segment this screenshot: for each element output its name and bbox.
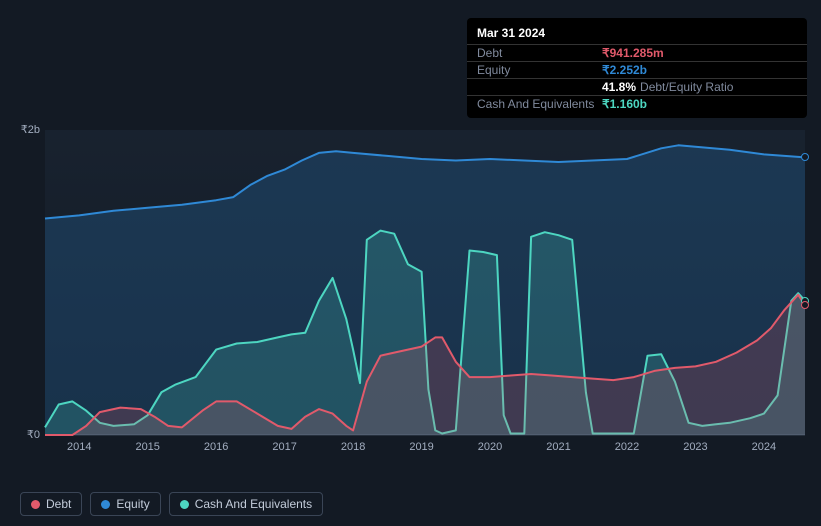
legend-item-cash[interactable]: Cash And Equivalents <box>169 492 323 516</box>
tooltip-label: Equity <box>477 63 602 77</box>
tooltip-label: Debt <box>477 46 602 60</box>
x-axis-tick: 2023 <box>683 441 707 453</box>
x-axis-tick: 2020 <box>478 441 502 453</box>
x-axis-tick: 2015 <box>135 441 159 453</box>
equity-swatch-icon <box>101 500 110 509</box>
x-axis-tick: 2018 <box>341 441 365 453</box>
chart-tooltip: Mar 31 2024 Debt₹941.285mEquity₹2.252b41… <box>467 18 807 118</box>
tooltip-value: ₹1.160b <box>602 97 647 111</box>
debt-marker-icon <box>801 301 809 309</box>
tooltip-row: Equity₹2.252b <box>467 61 807 78</box>
x-axis-tick: 2022 <box>615 441 639 453</box>
tooltip-label: Cash And Equivalents <box>477 97 602 111</box>
cash-swatch-icon <box>180 500 189 509</box>
legend-item-equity[interactable]: Equity <box>90 492 160 516</box>
x-axis-tick: 2017 <box>272 441 296 453</box>
tooltip-date: Mar 31 2024 <box>467 24 807 44</box>
tooltip-value: ₹941.285m <box>602 46 664 60</box>
chart-legend: Debt Equity Cash And Equivalents <box>20 492 323 516</box>
legend-item-debt[interactable]: Debt <box>20 492 82 516</box>
tooltip-label <box>477 80 602 94</box>
x-axis-tick: 2021 <box>546 441 570 453</box>
x-axis-tick: 2019 <box>409 441 433 453</box>
x-axis-tick: 2024 <box>752 441 776 453</box>
tooltip-row: Debt₹941.285m <box>467 44 807 61</box>
tooltip-suffix: Debt/Equity Ratio <box>640 80 733 94</box>
tooltip-row: 41.8%Debt/Equity Ratio <box>467 78 807 95</box>
x-axis-tick: 2014 <box>67 441 91 453</box>
debt-swatch-icon <box>31 500 40 509</box>
legend-label: Debt <box>46 497 71 511</box>
legend-label: Equity <box>116 497 149 511</box>
tooltip-row: Cash And Equivalents₹1.160b <box>467 95 807 112</box>
x-axis-tick: 2016 <box>204 441 228 453</box>
y-axis-tick: ₹2b <box>2 123 40 136</box>
y-axis-tick: ₹0 <box>2 428 40 441</box>
tooltip-value: ₹2.252b <box>602 63 647 77</box>
equity-marker-icon <box>801 153 809 161</box>
legend-label: Cash And Equivalents <box>195 497 312 511</box>
tooltip-value: 41.8%Debt/Equity Ratio <box>602 80 733 94</box>
